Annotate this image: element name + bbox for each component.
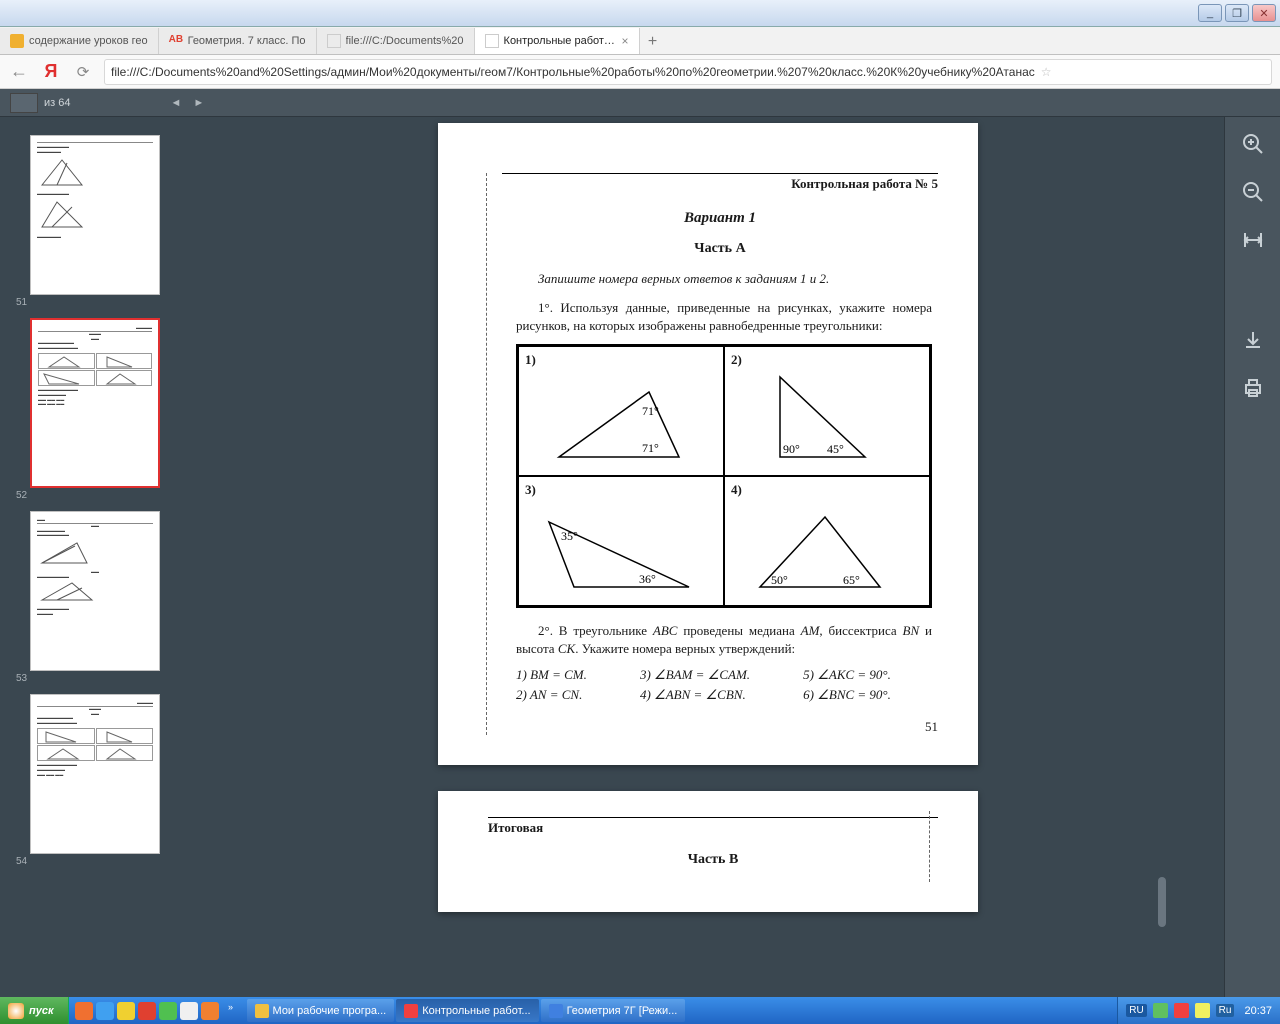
browser-tab[interactable]: содержание уроков гео xyxy=(0,28,159,54)
svg-text:65°: 65° xyxy=(843,573,860,587)
url-field[interactable]: file:///C:/Documents%20and%20Settings/ад… xyxy=(104,59,1272,85)
quick-launch: » xyxy=(69,1002,246,1020)
pdf-viewer: из 64 ◄ ► ▬▬▬▬▬▬▬▬▬▬▬▬▬▬ ▬▬▬▬▬▬▬▬ ▬▬▬▬▬▬… xyxy=(0,89,1280,997)
bookmark-icon[interactable]: ☆ xyxy=(1041,65,1052,79)
next-part: Часть В xyxy=(488,852,938,868)
tab-title: Геометрия. 7 класс. По xyxy=(188,35,306,47)
tab-title: file:///C:/Documents%20 xyxy=(346,35,464,47)
lang-indicator2[interactable]: Ru xyxy=(1216,1004,1235,1017)
answer-grid: 1) BM = CM.3) ∠BAM = ∠CAM.5) ∠AKC = 90°.… xyxy=(516,667,932,703)
zoom-in-icon[interactable] xyxy=(1240,131,1266,157)
thumb-number: 54 xyxy=(16,856,192,867)
svg-text:71°: 71° xyxy=(642,441,659,455)
ql-icon[interactable] xyxy=(201,1002,219,1020)
svg-text:50°: 50° xyxy=(771,573,788,587)
svg-text:90°: 90° xyxy=(783,442,800,456)
svg-text:36°: 36° xyxy=(639,572,656,586)
browser-tab[interactable]: file:///C:/Documents%20 xyxy=(317,28,475,54)
browser-tab-active[interactable]: Контрольные работы п × xyxy=(475,28,640,54)
part-title: Часть А xyxy=(502,241,938,257)
thumbnail-pane[interactable]: ▬▬▬▬▬▬▬▬▬▬▬▬▬▬ ▬▬▬▬▬▬▬▬ ▬▬▬▬▬▬ 51 ▬▬▬▬ ▬… xyxy=(0,117,192,997)
pdf-page: Контрольная работа № 5 Вариант 1 Часть А… xyxy=(438,123,978,765)
taskbar-button-active[interactable]: Контрольные работ... xyxy=(396,999,538,1022)
ql-icon[interactable] xyxy=(159,1002,177,1020)
reload-button[interactable]: ⟳ xyxy=(72,61,94,83)
svg-text:45°: 45° xyxy=(827,442,844,456)
maximize-button[interactable]: ❐ xyxy=(1225,4,1249,22)
doc-header: Контрольная работа № 5 xyxy=(502,176,938,192)
task2-text: 2°. В треугольнике ABC проведены медиана… xyxy=(516,622,932,657)
system-tray: RU Ru 20:37 xyxy=(1117,997,1280,1024)
svg-text:35°: 35° xyxy=(561,529,578,543)
scrollbar-thumb[interactable] xyxy=(1158,877,1166,927)
thumb-number: 52 xyxy=(16,490,192,501)
browser-tab[interactable]: AB Геометрия. 7 класс. По xyxy=(159,28,317,54)
triangle-cell: 2) 90° 45° xyxy=(724,346,930,476)
address-bar: ← Я ⟳ file:///C:/Documents%20and%20Setti… xyxy=(0,55,1280,89)
prev-page-icon[interactable]: ◄ xyxy=(170,97,181,109)
minimize-button[interactable]: _ xyxy=(1198,4,1222,22)
tray-icon[interactable] xyxy=(1195,1003,1210,1018)
taskbar-button[interactable]: Геометрия 7Г [Режи... xyxy=(541,999,686,1022)
close-tab-icon[interactable]: × xyxy=(622,34,629,48)
page-number: 51 xyxy=(502,719,938,735)
tab-title: Контрольные работы п xyxy=(504,35,616,47)
ql-icon[interactable] xyxy=(75,1002,93,1020)
tray-icon[interactable] xyxy=(1174,1003,1189,1018)
ql-icon[interactable] xyxy=(180,1002,198,1020)
pdf-page-next: Итоговая Часть В xyxy=(438,791,978,912)
thumb-number: 51 xyxy=(16,297,192,308)
ql-icon[interactable] xyxy=(96,1002,114,1020)
page-thumbnail-selected[interactable]: ▬▬▬▬ ▬▬▬ ▬▬ ▬▬▬▬▬▬▬▬▬▬▬▬▬▬▬▬▬▬▬ ▬▬▬▬▬▬▬▬… xyxy=(30,318,160,488)
tab-bar: содержание уроков гео AB Геометрия. 7 кл… xyxy=(0,27,1280,55)
triangle-cell: 4) 50° 65° xyxy=(724,476,930,606)
task1-text: 1°. Используя данные, приведенные на рис… xyxy=(516,299,932,334)
tray-icon[interactable] xyxy=(1153,1003,1168,1018)
page-thumbnail[interactable]: ▬▬▬▬▬▬▬▬▬▬▬▬▬▬ ▬▬▬▬▬▬▬▬ ▬▬▬▬▬▬ xyxy=(30,135,160,295)
triangle-cell: 3) 35° 36° xyxy=(518,476,724,606)
window-titlebar: _ ❐ ✕ xyxy=(0,0,1280,27)
taskbar: пуск » Мои рабочие програ... Контрольные… xyxy=(0,997,1280,1024)
viewer-sidebar xyxy=(1224,117,1280,997)
page-input[interactable] xyxy=(10,93,38,113)
clock[interactable]: 20:37 xyxy=(1244,1005,1272,1017)
page-pane[interactable]: Контрольная работа № 5 Вариант 1 Часть А… xyxy=(192,117,1224,997)
yandex-logo[interactable]: Я xyxy=(40,61,62,83)
instruction-text: Запишите номера верных ответов к задания… xyxy=(516,271,932,287)
lang-indicator[interactable]: RU xyxy=(1126,1004,1146,1017)
start-icon xyxy=(8,1003,24,1019)
zoom-out-icon[interactable] xyxy=(1240,179,1266,205)
variant-title: Вариант 1 xyxy=(502,210,938,227)
close-button[interactable]: ✕ xyxy=(1252,4,1276,22)
back-button[interactable]: ← xyxy=(8,61,30,83)
start-button[interactable]: пуск xyxy=(0,997,69,1024)
svg-text:71°: 71° xyxy=(642,404,659,418)
viewer-toolbar: из 64 ◄ ► xyxy=(0,89,1280,117)
triangle-grid: 1) 71° 71° 2) 90° 45° xyxy=(516,344,932,608)
next-page-icon[interactable]: ► xyxy=(193,97,204,109)
print-icon[interactable] xyxy=(1240,375,1266,401)
fit-width-icon[interactable] xyxy=(1240,227,1266,253)
ql-icon[interactable] xyxy=(138,1002,156,1020)
page-thumbnail[interactable]: ▬▬▬▬ ▬▬▬ ▬▬ ▬▬▬▬▬▬▬▬▬▬▬▬▬▬▬▬▬▬▬ ▬▬▬▬▬▬▬▬… xyxy=(30,694,160,854)
ql-icon[interactable] xyxy=(117,1002,135,1020)
triangle-cell: 1) 71° 71° xyxy=(518,346,724,476)
download-icon[interactable] xyxy=(1240,327,1266,353)
ql-icon[interactable]: » xyxy=(222,1002,240,1020)
url-text: file:///C:/Documents%20and%20Settings/ад… xyxy=(111,65,1035,79)
page-thumbnail[interactable]: ▬▬ ▬▬ ▬▬▬▬▬▬▬▬▬▬▬▬▬▬▬ ▬▬ ▬▬▬▬▬▬▬▬ ▬▬▬▬▬▬… xyxy=(30,511,160,671)
tab-title: содержание уроков гео xyxy=(29,35,148,47)
taskbar-button[interactable]: Мои рабочие програ... xyxy=(247,999,395,1022)
next-header: Итоговая xyxy=(488,820,938,836)
thumb-number: 53 xyxy=(16,673,192,684)
new-tab-button[interactable]: + xyxy=(640,30,666,54)
page-total: из 64 xyxy=(44,97,70,109)
